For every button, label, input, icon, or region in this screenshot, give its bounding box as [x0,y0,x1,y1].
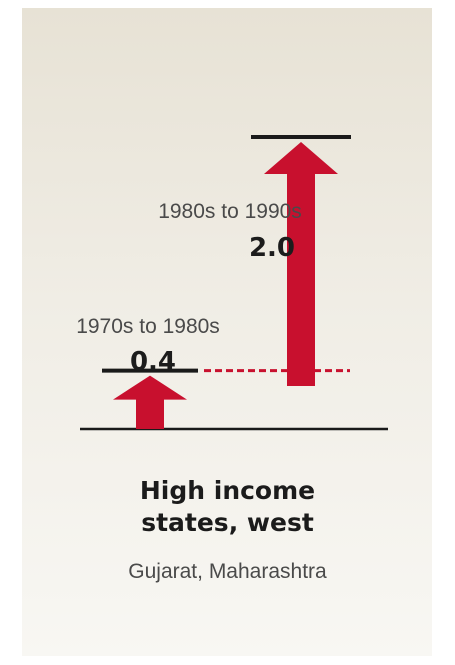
chart-subtitle: Gujarat, Maharashtra [128,560,327,583]
value-label-1970s-1980s: 0.4 [130,347,176,377]
value-label-1980s-1990s: 2.0 [249,233,295,263]
chart-marks [80,135,388,431]
bar-arrow-1970s-1980s [113,375,187,429]
period-label-1980s-1990s: 1980s to 1990s [158,200,302,223]
bar-arrow-1980s-1990s [264,142,338,386]
chart-panel [22,8,432,656]
period-label-1970s-1980s: 1970s to 1980s [76,315,220,338]
chart-title-line-2: states, west [141,508,314,537]
chart-title-line-1: High income [139,476,316,505]
